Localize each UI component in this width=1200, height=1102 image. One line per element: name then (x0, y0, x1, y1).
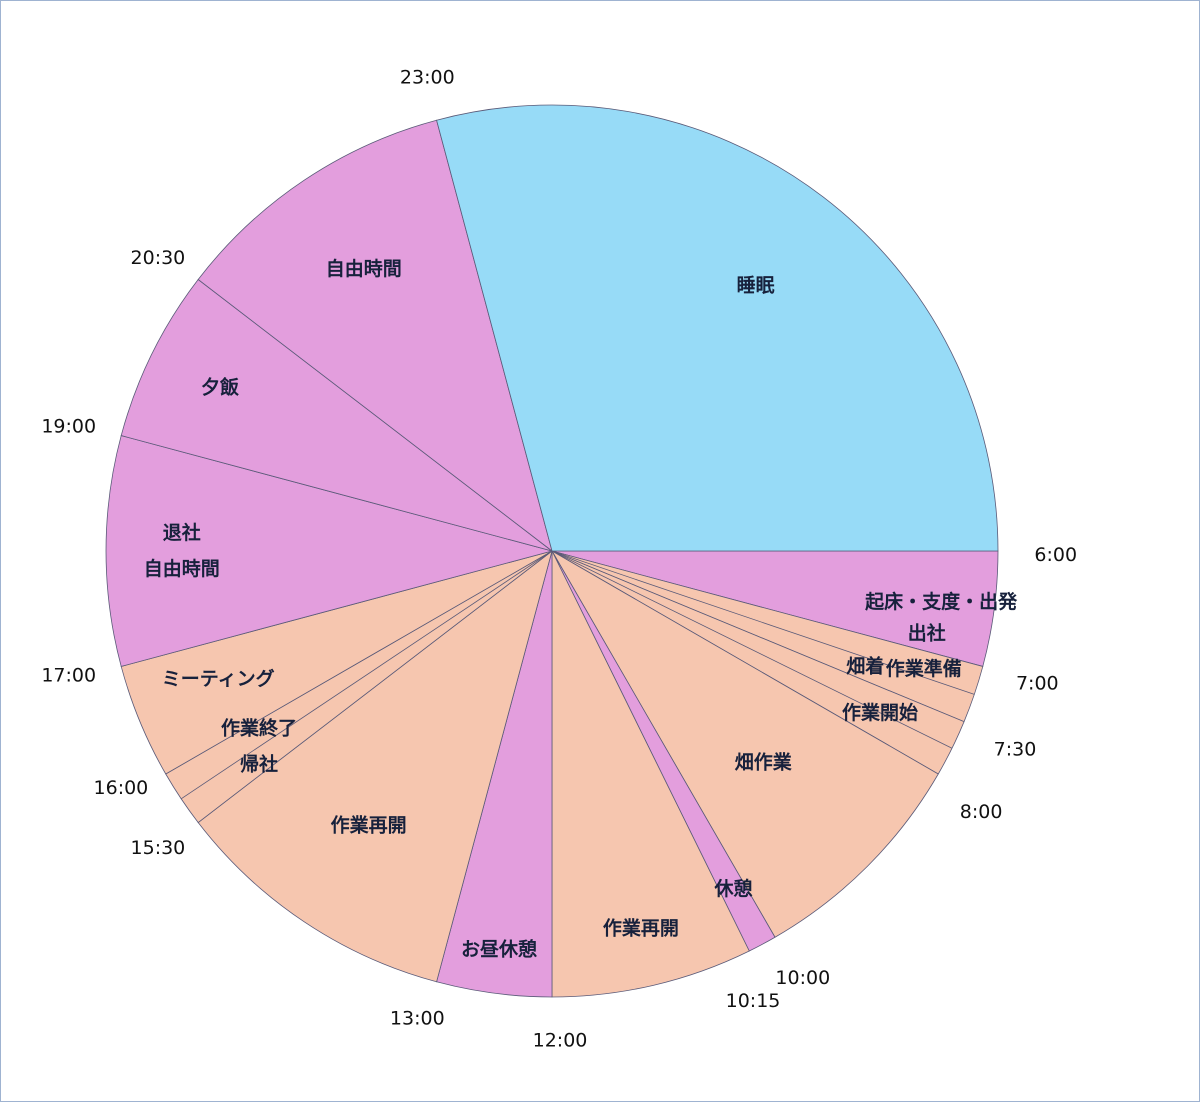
time-label: 7:00 (1016, 673, 1059, 695)
slice-label: 夕飯 (201, 375, 239, 398)
slice-label: 作業準備 (886, 657, 962, 680)
time-label: 16:00 (94, 777, 149, 799)
slice-label: 作業再開 (331, 813, 407, 836)
slice-label: 退社 (163, 521, 201, 544)
pie-slice (197, 549, 553, 983)
slice-label: 睡眠 (737, 275, 775, 297)
pie-slice (197, 119, 553, 553)
pie-slice (105, 435, 554, 667)
pie-slices (105, 104, 999, 998)
pie-slice (551, 550, 750, 998)
slice-label: 自由時間 (326, 257, 402, 280)
time-label: 19:00 (41, 415, 96, 437)
slice-label: 畑着 (846, 655, 884, 678)
slice-label: 出社 (908, 621, 946, 644)
slice-label: 休憩 (713, 877, 752, 900)
slice-label: 作業開始 (842, 701, 918, 724)
slice-label: お昼休憩 (461, 937, 537, 960)
pie-divider-line (551, 550, 975, 695)
time-label: 6:00 (1034, 544, 1077, 566)
pie-slice (120, 278, 553, 552)
pie-slice (436, 104, 999, 552)
slice-label: 作業再開 (603, 917, 679, 940)
slice-label: 帰社 (240, 753, 278, 776)
time-label: 8:00 (960, 801, 1003, 823)
slice-label: 作業終了 (221, 717, 297, 740)
slice-label: 畑作業 (735, 750, 793, 773)
slice-labels: 起床・支度・出発出社作業準備畑着作業開始畑作業休憩作業再開お昼休憩作業再開作業終… (144, 257, 1018, 960)
time-label: 17:00 (41, 665, 96, 687)
pie-divider-line (180, 550, 553, 800)
time-label: 20:30 (131, 247, 186, 269)
time-label: 13:00 (390, 1007, 445, 1029)
pie-slice (550, 549, 939, 938)
time-label: 12:00 (533, 1030, 588, 1052)
time-label: 10:15 (726, 990, 781, 1012)
pie-divider-line (551, 550, 953, 749)
pie-dividers (180, 550, 975, 800)
slice-label: 自由時間 (144, 557, 220, 580)
slice-label: 起床・支度・出発 (864, 590, 1018, 613)
slice-label: ミーティング (162, 667, 275, 690)
time-label: 23:00 (400, 67, 455, 89)
time-label: 15:30 (131, 837, 186, 859)
time-label: 7:30 (994, 738, 1037, 760)
time-label: 10:00 (775, 967, 830, 989)
